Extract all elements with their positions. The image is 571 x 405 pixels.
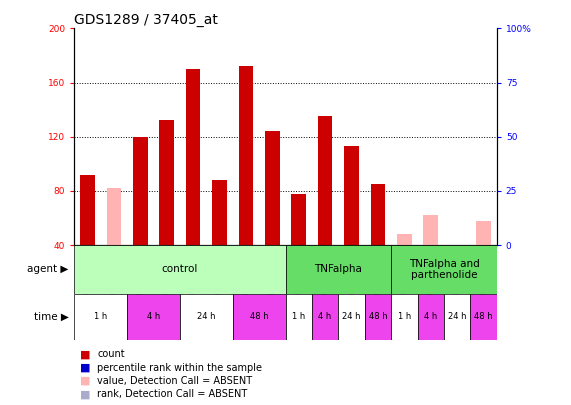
Bar (312, 294, 338, 340)
Bar (397, 234, 412, 245)
Bar (365, 294, 391, 340)
Bar (239, 66, 253, 245)
Bar (391, 294, 417, 340)
Bar (450, 245, 464, 248)
Text: percentile rank within the sample: percentile rank within the sample (97, 363, 262, 373)
Text: 48 h: 48 h (250, 312, 268, 322)
Text: count: count (97, 350, 124, 359)
Bar (186, 69, 200, 245)
Bar (286, 245, 391, 294)
Text: time ▶: time ▶ (34, 312, 69, 322)
Text: 4 h: 4 h (319, 312, 332, 322)
Bar (265, 131, 280, 245)
Text: 48 h: 48 h (475, 312, 493, 322)
Text: agent ▶: agent ▶ (27, 264, 69, 274)
Bar (344, 146, 359, 245)
Text: 4 h: 4 h (147, 312, 160, 322)
Bar (476, 221, 491, 245)
Bar (127, 294, 180, 340)
Text: TNFalpha: TNFalpha (315, 264, 362, 274)
Bar (417, 294, 444, 340)
Text: ■: ■ (80, 363, 90, 373)
Text: value, Detection Call = ABSENT: value, Detection Call = ABSENT (97, 376, 252, 386)
Bar (74, 245, 286, 294)
Bar (424, 215, 438, 245)
Bar (318, 116, 332, 245)
Text: ■: ■ (80, 390, 90, 399)
Text: 24 h: 24 h (448, 312, 467, 322)
Bar (233, 294, 286, 340)
Text: 48 h: 48 h (369, 312, 387, 322)
Bar (212, 180, 227, 245)
Bar (107, 188, 121, 245)
Bar (338, 294, 365, 340)
Bar (159, 120, 174, 245)
Text: 24 h: 24 h (342, 312, 361, 322)
Text: 1 h: 1 h (398, 312, 411, 322)
Bar (291, 194, 306, 245)
Bar (471, 294, 497, 340)
Text: 4 h: 4 h (424, 312, 437, 322)
Text: 1 h: 1 h (94, 312, 107, 322)
Text: 24 h: 24 h (197, 312, 215, 322)
Text: ■: ■ (80, 350, 90, 359)
Text: rank, Detection Call = ABSENT: rank, Detection Call = ABSENT (97, 390, 247, 399)
Text: TNFalpha and
parthenolide: TNFalpha and parthenolide (409, 258, 479, 280)
Text: ■: ■ (80, 376, 90, 386)
Bar (444, 294, 471, 340)
Bar (391, 245, 497, 294)
Bar (74, 294, 127, 340)
Bar (180, 294, 233, 340)
Text: GDS1289 / 37405_at: GDS1289 / 37405_at (74, 13, 218, 27)
Text: 1 h: 1 h (292, 312, 305, 322)
Bar (371, 184, 385, 245)
Text: control: control (162, 264, 198, 274)
Bar (80, 175, 95, 245)
Bar (133, 136, 147, 245)
Bar (286, 294, 312, 340)
